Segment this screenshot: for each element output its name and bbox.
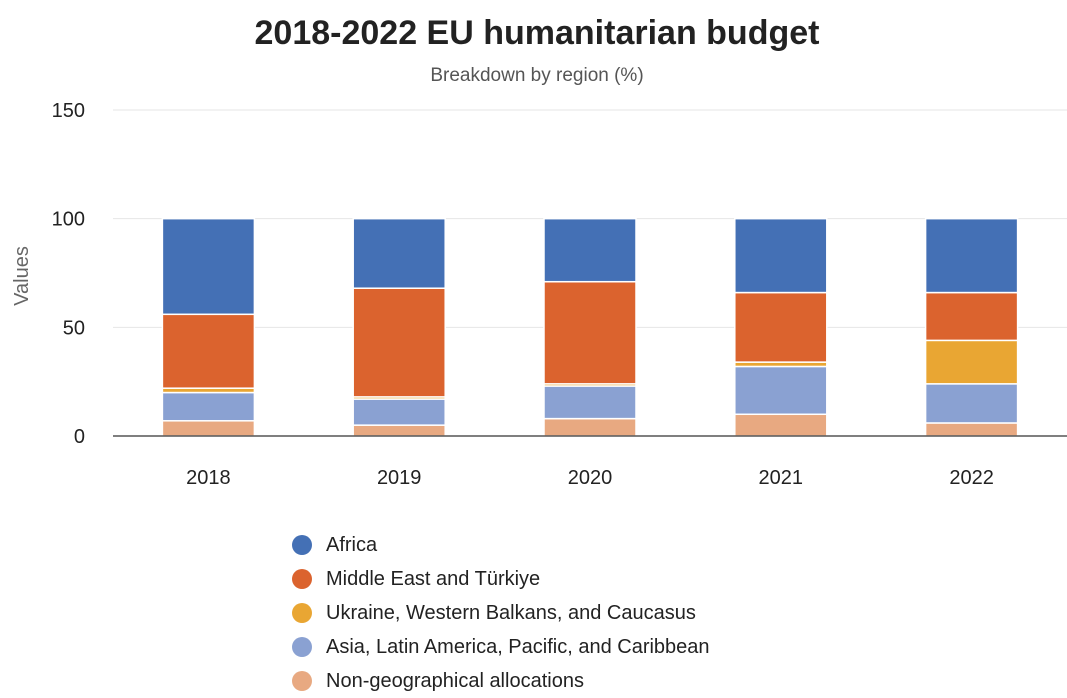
y-tick-label-150: 150 bbox=[52, 100, 85, 122]
bar-segment-2020-s4 bbox=[543, 217, 637, 283]
legend-swatch bbox=[292, 569, 312, 589]
bar-segment-2019-s4 bbox=[352, 217, 446, 289]
bar-segment-2019-s1 bbox=[352, 398, 446, 426]
bar-segment-2021-s1 bbox=[734, 365, 828, 416]
x-tick-label-2018: 2018 bbox=[186, 467, 231, 489]
legend-label: Asia, Latin America, Pacific, and Caribb… bbox=[326, 635, 710, 658]
bar-segment-2019-s3 bbox=[352, 287, 446, 398]
chart-subtitle: Breakdown by region (%) bbox=[430, 65, 643, 86]
bar-segment-2022-s3 bbox=[924, 291, 1019, 342]
chart-title: 2018-2022 EU humanitarian budget bbox=[255, 14, 820, 52]
legend-item[interactable]: Ukraine, Western Balkans, and Caucasus bbox=[292, 596, 710, 630]
legend-item[interactable]: Asia, Latin America, Pacific, and Caribb… bbox=[292, 630, 710, 664]
bar-segment-2022-s0 bbox=[924, 422, 1019, 437]
legend-swatch bbox=[292, 671, 312, 691]
bar-segment-2021-s4 bbox=[734, 217, 828, 294]
bar-segment-2018-s4 bbox=[161, 217, 256, 316]
legend-swatch bbox=[292, 535, 312, 555]
x-tick-label-2022: 2022 bbox=[949, 467, 994, 489]
bars bbox=[113, 217, 1067, 437]
bar-segment-2019-s0 bbox=[352, 424, 446, 437]
bar-segment-2021-s0 bbox=[734, 413, 828, 437]
chart: 2018-2022 EU humanitarian budget Breakdo… bbox=[11, 14, 1067, 489]
x-axis-ticks: 2018 2019 2020 2021 2022 bbox=[186, 467, 994, 489]
bar-segment-2020-s3 bbox=[543, 280, 637, 385]
legend-label: Ukraine, Western Balkans, and Caucasus bbox=[326, 601, 696, 624]
bar-segment-2022-s4 bbox=[924, 217, 1019, 294]
legend-label: Non-geographical allocations bbox=[326, 669, 584, 692]
bar-segment-2018-s0 bbox=[161, 420, 256, 437]
bar-segment-2022-s2 bbox=[924, 339, 1019, 385]
legend-item[interactable]: Africa bbox=[292, 528, 710, 562]
legend-swatch bbox=[292, 603, 312, 623]
y-axis-ticks: 0 50 100 150 bbox=[52, 100, 85, 448]
y-tick-label-100: 100 bbox=[52, 209, 85, 231]
bar-segment-2020-s1 bbox=[543, 385, 637, 420]
legend-label: Middle East and Türkiye bbox=[326, 567, 541, 590]
x-tick-label-2020: 2020 bbox=[568, 467, 613, 489]
bar-segment-2018-s3 bbox=[161, 313, 256, 389]
y-tick-label-0: 0 bbox=[74, 426, 85, 448]
legend-label: Africa bbox=[326, 533, 378, 556]
x-tick-label-2021: 2021 bbox=[759, 467, 804, 489]
bar-segment-2018-s1 bbox=[161, 391, 256, 422]
legend: Africa Middle East and Türkiye Ukraine, We… bbox=[292, 528, 710, 698]
legend-swatch bbox=[292, 637, 312, 657]
x-tick-label-2019: 2019 bbox=[377, 467, 422, 489]
legend-item[interactable]: Non-geographical allocations bbox=[292, 664, 710, 698]
bar-segment-2021-s3 bbox=[734, 291, 828, 363]
y-axis-title: Values bbox=[11, 246, 33, 306]
bar-segment-2020-s0 bbox=[543, 417, 637, 437]
legend-item[interactable]: Middle East and Türkiye bbox=[292, 562, 710, 596]
bar-segment-2022-s1 bbox=[924, 383, 1019, 424]
y-tick-label-50: 50 bbox=[63, 317, 85, 339]
